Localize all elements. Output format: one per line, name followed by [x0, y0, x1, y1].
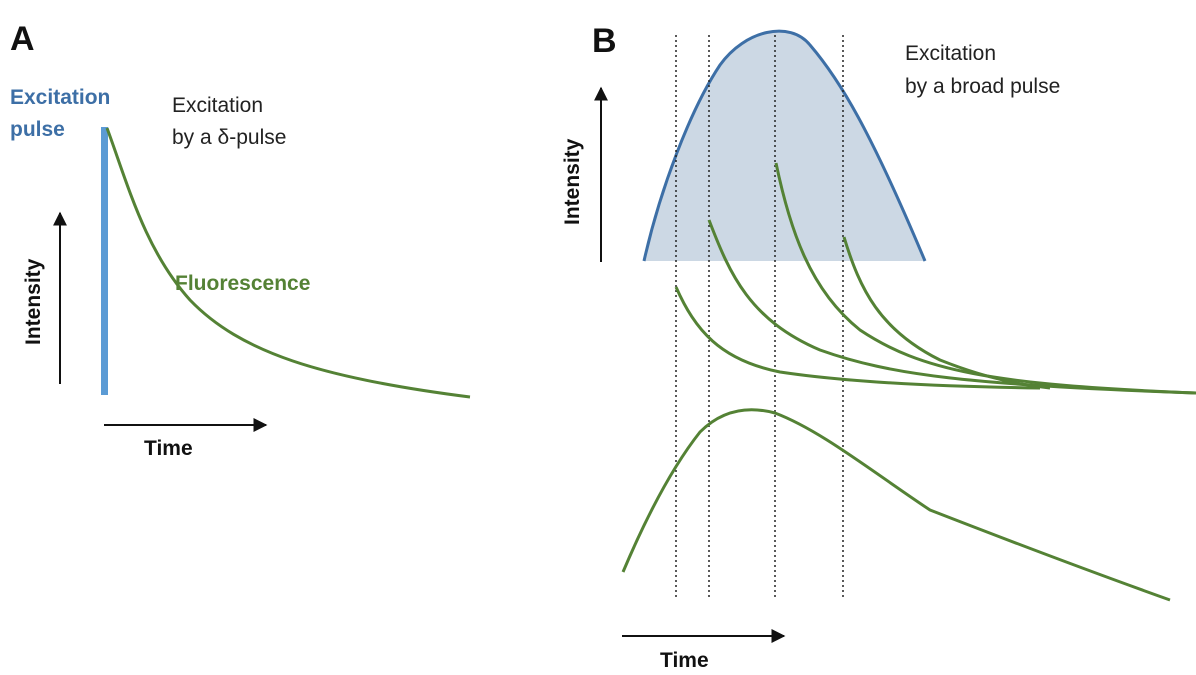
- delta-pulse-bar: [101, 127, 108, 395]
- time-axis-label-a: Time: [144, 437, 193, 460]
- decay-curve-4: [842, 236, 1051, 390]
- panel-b: B Excitation by a broad pulse Intensity …: [561, 22, 1196, 672]
- broad-excitation-label-line2: by a broad pulse: [905, 75, 1060, 98]
- fluorescence-decay-curve-a: [105, 127, 471, 399]
- time-axis-label-b: Time: [660, 649, 709, 670]
- broad-pulse-outline: [642, 29, 927, 262]
- panel-b-letter: B: [592, 22, 617, 60]
- excitation-pulse-label-line2: pulse: [10, 118, 65, 141]
- excitation-pulse-label-line1: Excitation: [10, 86, 110, 109]
- delta-excitation-label-line1: Excitation: [172, 94, 263, 117]
- convolved-fluorescence-curve: [621, 408, 1171, 602]
- decay-curve-3: [774, 162, 1196, 395]
- panel-a-letter: A: [10, 20, 35, 58]
- panel-a: A Excitation pulse Excitation by a δ-pul…: [10, 20, 471, 460]
- broad-excitation-label-line1: Excitation: [905, 42, 996, 65]
- intensity-axis-label-b: Intensity: [561, 138, 584, 225]
- fluorescence-label: Fluorescence: [175, 272, 310, 295]
- intensity-axis-label-a: Intensity: [22, 258, 45, 345]
- delta-excitation-label-line2: by a δ-pulse: [172, 126, 286, 149]
- broad-pulse-fill: [644, 31, 925, 261]
- decay-curve-1: [674, 286, 1041, 390]
